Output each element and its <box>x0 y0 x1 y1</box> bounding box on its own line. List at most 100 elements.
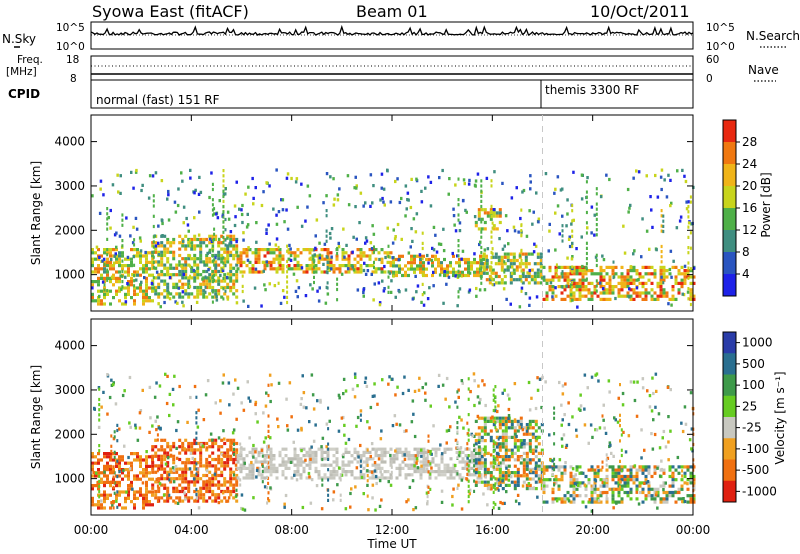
heatmap-cell <box>205 464 209 468</box>
heatmap-cell <box>281 463 285 467</box>
heatmap-cell <box>184 273 188 277</box>
heatmap-cell <box>498 480 502 484</box>
heatmap-cell <box>587 269 591 273</box>
heatmap-cell <box>337 393 341 397</box>
heatmap-cell <box>478 401 481 405</box>
heatmap-cell <box>595 279 598 283</box>
heatmap-cell <box>662 500 666 504</box>
heatmap-cell <box>151 174 155 178</box>
heatmap-cell <box>483 445 487 449</box>
heatmap-cell <box>674 281 678 285</box>
heatmap-cell <box>467 466 471 470</box>
heatmap-cell <box>296 466 300 470</box>
heatmap-cell <box>464 447 468 451</box>
heatmap-cell <box>503 255 507 259</box>
heatmap-cell <box>539 271 543 275</box>
heatmap-cell <box>542 484 546 488</box>
heatmap-cell <box>492 398 495 402</box>
heatmap-cell <box>457 483 460 487</box>
heatmap-cell <box>443 273 446 278</box>
heatmap-cell <box>97 468 100 472</box>
heatmap-cell <box>377 447 381 451</box>
heatmap-cell <box>498 448 502 452</box>
heatmap-cell <box>241 274 244 278</box>
heatmap-cell <box>181 266 185 270</box>
heatmap-cell <box>528 268 531 273</box>
heatmap-cell <box>232 392 235 396</box>
heatmap-cell <box>300 449 303 453</box>
heatmap-cell <box>103 468 106 472</box>
station-title: Syowa East (fitACF) <box>92 2 249 21</box>
heatmap-cell <box>453 223 456 227</box>
heatmap-cell <box>213 258 216 262</box>
heatmap-cell <box>628 206 631 210</box>
heatmap-cell <box>557 275 561 279</box>
heatmap-cell <box>214 499 218 503</box>
heatmap-cell <box>235 451 239 455</box>
heatmap-cell <box>353 450 357 454</box>
heatmap-cell <box>432 284 435 288</box>
heatmap-cell <box>458 476 462 480</box>
heatmap-cell <box>420 454 423 458</box>
heatmap-cell <box>513 487 517 491</box>
heatmap-cell <box>572 285 576 289</box>
heatmap-cell <box>97 425 101 429</box>
heatmap-cell <box>190 496 194 500</box>
heatmap-cell <box>226 489 230 494</box>
heatmap-cell <box>371 473 375 477</box>
heatmap-cell <box>540 276 544 280</box>
heatmap-cell <box>635 272 639 276</box>
heatmap-cell <box>458 451 461 455</box>
heatmap-cell <box>374 463 378 467</box>
heatmap-cell <box>410 457 414 461</box>
heatmap-cell <box>554 265 558 269</box>
heatmap-cell <box>443 473 447 477</box>
heatmap-cell <box>434 267 437 271</box>
heatmap-cell <box>260 203 264 208</box>
heatmap-cell <box>251 450 255 454</box>
heatmap-cell <box>504 423 508 427</box>
heatmap-cell <box>263 470 267 474</box>
heatmap-cell <box>644 481 648 485</box>
heatmap-cell <box>184 260 188 264</box>
heatmap-cell <box>551 275 555 279</box>
heatmap-cell <box>422 447 426 451</box>
heatmap-cell <box>626 490 630 495</box>
heatmap-cell <box>160 448 164 452</box>
heatmap-cell <box>222 297 225 301</box>
heatmap-cell <box>255 468 259 472</box>
heatmap-cell <box>248 248 252 252</box>
heatmap-cell <box>669 178 672 182</box>
heatmap-cell <box>270 457 274 461</box>
heatmap-cell <box>294 180 298 184</box>
heatmap-cell <box>476 270 479 274</box>
heatmap-cell <box>406 198 409 202</box>
heatmap-cell <box>464 460 468 464</box>
heatmap-cell <box>226 260 230 264</box>
heatmap-cell <box>189 244 192 248</box>
heatmap-cell <box>359 418 362 422</box>
heatmap-cell <box>245 248 249 252</box>
heatmap-cell <box>475 286 478 291</box>
heatmap-cell <box>627 210 630 214</box>
heatmap-cell <box>152 260 155 264</box>
heatmap-cell <box>97 500 100 504</box>
heatmap-cell <box>154 260 158 264</box>
heatmap-cell <box>196 461 200 465</box>
heatmap-cell <box>112 437 116 441</box>
heatmap-cell <box>401 454 405 458</box>
heatmap-cell <box>366 448 369 452</box>
heatmap-cell <box>595 212 598 216</box>
heatmap-cell <box>561 224 564 228</box>
heatmap-cell <box>531 435 535 439</box>
heatmap-cell <box>612 454 615 458</box>
heatmap-cell <box>584 269 588 273</box>
heatmap-cell <box>605 463 608 467</box>
heatmap-cell <box>264 436 267 440</box>
heatmap-cell <box>380 270 384 274</box>
heatmap-cell <box>416 267 419 271</box>
heatmap-cell <box>671 288 675 292</box>
heatmap-cell <box>440 267 443 271</box>
heatmap-cell <box>300 224 304 228</box>
heatmap-cell <box>431 273 434 278</box>
